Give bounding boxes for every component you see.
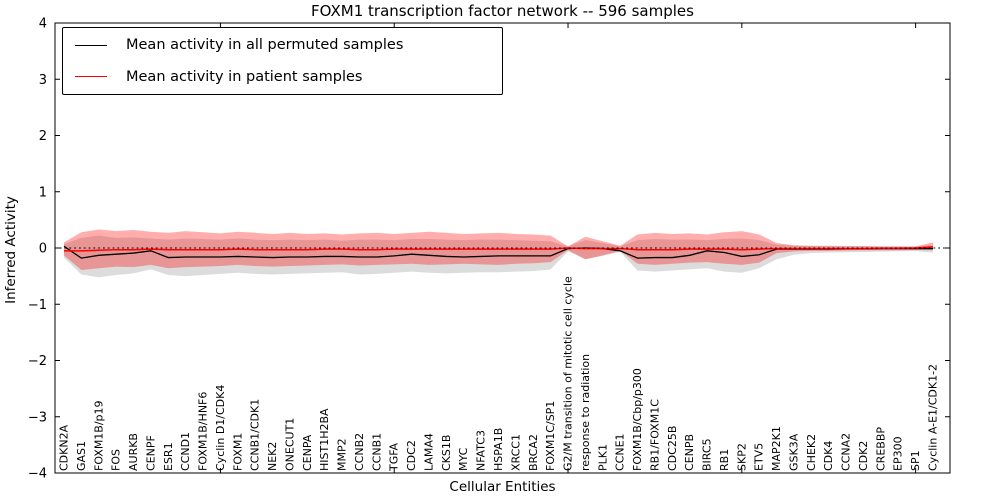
y-tick-label: 1 [39,185,47,200]
x-category-label: Cyclin D1/CDK4 [214,385,227,471]
y-tick-label: −1 [28,298,47,313]
y-tick-label: 3 [39,73,47,88]
x-category-label: HSPA1B [492,428,505,471]
x-category-label: CREBBP [874,427,887,471]
x-category-label: CHEK2 [805,434,818,471]
x-category-label: CCNE1 [614,433,627,471]
legend-entry-patient: Mean activity in patient samples [63,63,502,91]
x-category-label: MYC [457,447,470,471]
x-category-label: TGFA [388,442,401,472]
x-category-label: EP300 [892,436,905,471]
x-category-label: RB1/FOXM1C [648,399,661,471]
x-category-label: CCNB1 [370,433,383,471]
x-category-label: Cyclin A-E1/CDK1-2 [927,364,940,471]
legend: Mean activity in all permuted samples Me… [62,27,503,95]
x-category-label: MMP2 [336,438,349,471]
legend-label-patient: Mean activity in patient samples [126,68,363,85]
x-category-label: GAS1 [75,441,88,471]
x-category-label: G2/M transition of mitotic cell cycle [562,276,575,471]
patient-mean-line [64,246,934,252]
x-category-label: CCNA2 [840,433,853,471]
x-category-label: NFATC3 [475,430,488,471]
x-category-label: CDK4 [822,441,835,471]
x-category-label: MAP2K1 [770,426,783,471]
x-category-label: FOXM1B/p19 [92,400,105,471]
x-category-label: NEK2 [266,442,279,471]
x-category-label: CCNB2 [353,433,366,471]
x-category-label: CENPB [683,434,696,471]
permuted-line-sample-icon [75,44,107,46]
x-category-label: CKS1B [440,435,453,471]
x-category-label: CDKN2A [58,424,71,471]
x-category-label: FOXM1 [231,433,244,471]
x-category-label: AURKB [127,433,140,471]
x-category-label: PLK1 [596,444,609,471]
x-category-label: FOS [110,449,123,471]
x-category-label: ETV5 [753,443,766,471]
x-category-label: FOXM1C/SP1 [544,401,557,471]
x-category-label: CENPA [301,434,314,471]
x-category-label: RB1 [718,449,731,471]
y-tick-label: −4 [28,467,47,482]
x-category-label: XRCC1 [509,434,522,471]
x-category-label: CCNB1/CDK1 [249,399,262,471]
chart-title: FOXM1 transcription factor network -- 59… [311,2,694,20]
x-category-label: CDC25B [666,426,679,471]
x-category-label: CDK2 [857,441,870,471]
y-tick-label: 2 [39,129,47,144]
patient-line-sample-icon [75,76,107,78]
x-category-label: CCND1 [179,432,192,471]
x-axis-label: Cellular Entities [449,479,556,495]
x-category-label: LAMA4 [422,433,435,471]
y-tick-label: 4 [39,17,47,32]
x-category-label: GSK3A [787,433,800,471]
x-category-label: CDC2 [405,440,418,471]
x-category-label: BIRC5 [701,438,714,471]
x-category-label: SP1 [909,450,922,471]
y-tick-label: −2 [28,354,47,369]
legend-label-permuted: Mean activity in all permuted samples [126,37,404,54]
x-category-label: SKP2 [735,443,748,471]
x-category-label: BRCA2 [527,434,540,471]
x-category-label: FOXM1B/Cbp/p300 [631,368,644,471]
x-category-label: CENPF [144,435,157,471]
x-category-label: HIST1H2BA [318,408,331,471]
x-category-label: ONECUT1 [283,418,296,471]
x-category-label: FOXM1B/HNF6 [197,392,210,471]
y-tick-label: 0 [39,242,47,257]
x-category-label: response to radiation [579,354,592,471]
y-tick-label: −3 [28,410,47,425]
x-category-label: ESR1 [162,442,175,471]
legend-entry-permuted: Mean activity in all permuted samples [63,31,502,59]
